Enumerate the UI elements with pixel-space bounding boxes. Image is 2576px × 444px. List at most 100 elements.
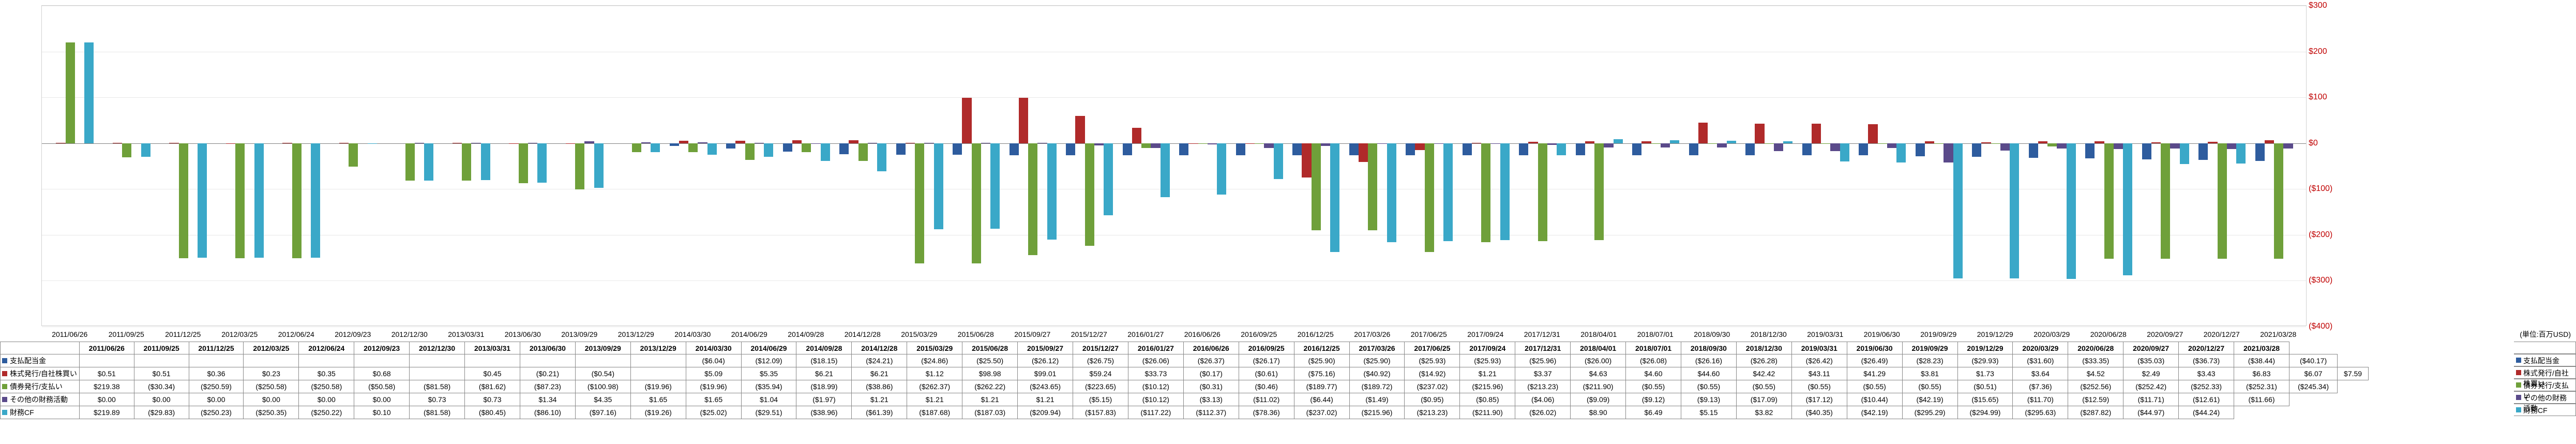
table-cell: ($250.58)	[244, 380, 299, 393]
table-cell: ($11.02)	[1239, 393, 1294, 406]
table-cell: $3.82	[1736, 406, 1791, 419]
bar-stock	[1812, 124, 1821, 143]
table-cell: ($26.06)	[1128, 354, 1183, 367]
bar-dividend	[839, 143, 849, 154]
table-cell: ($81.58)	[410, 380, 465, 393]
table-cell: $1.65	[686, 393, 741, 406]
table-cell: ($0.55)	[1847, 380, 1902, 393]
bar-stock	[849, 140, 858, 143]
table-cell: $2.49	[2123, 367, 2179, 380]
table-cell: ($28.23)	[1902, 354, 1957, 367]
table-cell: ($26.37)	[1183, 354, 1239, 367]
table-cell: ($4.06)	[1515, 393, 1571, 406]
x-label: 2012/06/24	[278, 330, 314, 338]
bar-stock	[1019, 98, 1028, 143]
table-cell: ($26.00)	[1571, 354, 1626, 367]
bar-cf	[934, 143, 943, 229]
bar-stock	[1585, 141, 1594, 143]
x-label: 2014/09/28	[788, 330, 824, 338]
table-cell: $5.09	[686, 367, 741, 380]
table-cell: ($81.58)	[410, 406, 465, 419]
bar-cf	[594, 143, 604, 188]
series-marker	[2, 397, 7, 402]
bar-stock	[1528, 142, 1538, 143]
table-cell: ($237.02)	[1405, 380, 1460, 393]
bar-bond	[519, 143, 528, 183]
table-cell: ($0.61)	[1239, 367, 1294, 380]
table-cell: ($75.16)	[1294, 367, 1349, 380]
table-cell: ($44.97)	[2123, 406, 2179, 419]
bar-dividend	[1745, 143, 1755, 155]
table-cell: $4.63	[1571, 367, 1626, 380]
table-cell: $98.98	[962, 367, 1018, 380]
table-cell: ($25.90)	[1349, 354, 1405, 367]
table-cell	[410, 354, 465, 367]
table-cell: ($12.61)	[2179, 393, 2234, 406]
bar-stock	[1302, 143, 1311, 178]
table-cell: ($209.94)	[1018, 406, 1073, 419]
table-cell: ($250.58)	[299, 380, 354, 393]
table-header: 2019/12/29	[1957, 342, 2013, 354]
table-cell	[79, 354, 134, 367]
bar-cf	[1783, 141, 1792, 143]
table-cell: ($1.97)	[796, 393, 852, 406]
bar-bond	[972, 143, 981, 263]
x-label: 2012/09/23	[335, 330, 371, 338]
table-cell: ($12.09)	[741, 354, 796, 367]
bar-bond	[2047, 143, 2057, 147]
bar-dividend	[1236, 143, 1245, 155]
bar-dividend	[896, 143, 906, 155]
table-header: 2017/09/24	[1460, 342, 1515, 354]
table-cell: $0.00	[189, 393, 244, 406]
bar-cf	[1274, 143, 1283, 179]
table-cell: ($252.42)	[2123, 380, 2179, 393]
table-cell: $0.73	[465, 393, 520, 406]
series-name: 財務CF	[10, 408, 34, 417]
table-cell: $0.00	[134, 393, 189, 406]
table-cell: ($10.44)	[1847, 393, 1902, 406]
table-cell	[575, 354, 630, 367]
x-label: 2015/06/28	[958, 330, 994, 338]
table-cell: $0.00	[79, 393, 134, 406]
table-cell: $1.65	[630, 393, 686, 406]
bar-other	[1661, 143, 1670, 147]
bar-other	[1887, 143, 1896, 148]
table-cell: ($245.34)	[2289, 380, 2337, 393]
x-label: 2016/06/26	[1184, 330, 1221, 338]
table-cell: $1.21	[907, 393, 962, 406]
table-header: 2012/09/23	[354, 342, 410, 354]
bar-bond	[292, 143, 302, 258]
bar-cf	[1896, 143, 1906, 162]
table-cell: $1.73	[1957, 367, 2013, 380]
table-cell: $6.21	[852, 367, 907, 380]
bar-stock	[1755, 124, 1764, 143]
bar-dividend	[1519, 143, 1528, 155]
bar-cf	[1500, 143, 1510, 241]
table-cell: ($223.65)	[1073, 380, 1128, 393]
table-cell: $5.15	[1681, 406, 1736, 419]
y-axis-label: ($200)	[2309, 230, 2337, 240]
table-cell: ($24.86)	[907, 354, 962, 367]
table-cell: ($61.39)	[852, 406, 907, 419]
legend-item: 支払配当金	[2514, 354, 2576, 366]
x-label: 2011/06/26	[52, 330, 87, 338]
table-cell: $7.59	[2338, 367, 2369, 380]
table-cell: $0.36	[189, 367, 244, 380]
series-name: 支払配当金	[10, 357, 46, 365]
bar-cf	[1387, 143, 1396, 242]
legend-item: 債券発行/支払い	[2514, 379, 2576, 391]
table-cell: ($80.45)	[465, 406, 520, 419]
data-table: 2011/06/262011/09/252011/12/252012/03/25…	[0, 342, 2369, 419]
table-header: 2019/06/30	[1847, 342, 1902, 354]
table-cell	[630, 367, 686, 380]
table-cell: ($25.90)	[1294, 354, 1349, 367]
table-cell: ($19.26)	[630, 406, 686, 419]
bar-stock	[1641, 141, 1651, 143]
table-cell: $1.12	[907, 367, 962, 380]
bar-cf	[1953, 143, 1963, 279]
table-cell: $1.21	[1460, 367, 1515, 380]
table-header: 2011/09/25	[134, 342, 189, 354]
table-cell	[520, 354, 575, 367]
bar-bond	[235, 143, 245, 258]
table-cell: ($1.49)	[1349, 393, 1405, 406]
